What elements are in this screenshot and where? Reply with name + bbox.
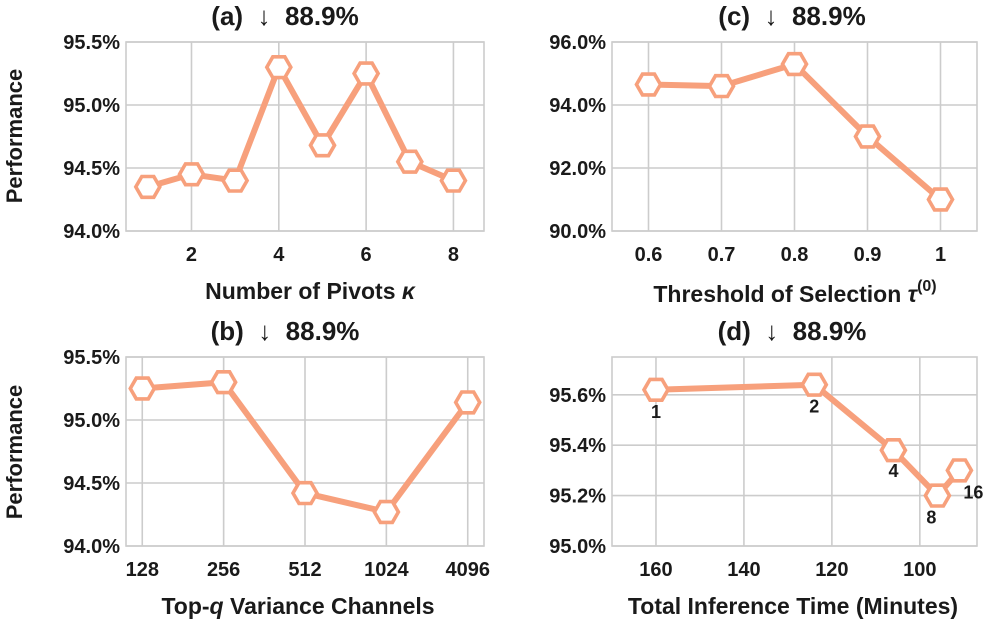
panel-d-series-line xyxy=(653,381,963,499)
panel-a-ytick-label: 95.5% xyxy=(63,32,120,54)
panel-d-xtick-label: 140 xyxy=(727,559,760,581)
panel-c: (c) ↓ 88.9% Threshold of Selection τ(0) … xyxy=(549,1,978,307)
panel-c-xlabel-main: Threshold of Selection xyxy=(653,281,907,307)
panel-b-xtick-label: 1024 xyxy=(364,559,409,581)
y-axis-label-bottom: Performance xyxy=(2,385,27,520)
panel-c-xlabel-superscript: (0) xyxy=(917,278,937,295)
panel-b-xlabel-rest: Variance Channels xyxy=(224,593,435,619)
panel-a-xtick-label: 2 xyxy=(186,244,197,266)
panel-a-xtick-label: 4 xyxy=(273,244,285,266)
panel-c-ytick-label: 90.0% xyxy=(549,221,606,243)
panel-c-data-point xyxy=(926,187,955,212)
panel-d-xtick-label: 100 xyxy=(903,559,936,581)
panel-a-title: (a) ↓ 88.9% xyxy=(211,1,358,31)
panel-a-xlabel: Number of Pivots κ xyxy=(205,278,416,304)
panel-b-xlabel: Top-q Variance Channels xyxy=(161,593,434,619)
panel-a-data-point xyxy=(308,133,337,158)
panel-b-ytick-label: 94.5% xyxy=(63,473,120,495)
panel-d-data-point xyxy=(923,483,952,508)
panel-d-point-label: 16 xyxy=(963,482,983,502)
panel-c-xtick-label: 0.6 xyxy=(635,244,663,266)
panel-c-ytick-label: 92.0% xyxy=(549,158,606,180)
panel-d-title: (d) ↓ 88.9% xyxy=(718,316,867,346)
panel-d-data-point xyxy=(800,372,829,397)
panel-d-ytick-label: 95.0% xyxy=(549,536,606,558)
panel-b-xlabel-main: Top- xyxy=(161,593,209,619)
panel-c-xlabel-symbol: τ xyxy=(908,281,919,307)
panel-b-xtick-label: 512 xyxy=(288,559,321,581)
panel-b-data-point xyxy=(453,390,482,415)
panel-b: (b) ↓ 88.9% Top-q Variance Channels 94.0… xyxy=(63,316,490,619)
panel-a-ytick-label: 94.0% xyxy=(63,221,120,243)
panel-a-data-point xyxy=(352,61,381,86)
panel-b-ytick-label: 95.5% xyxy=(63,347,120,369)
panel-b-title: (b) ↓ 88.9% xyxy=(211,316,360,346)
panel-b-xtick-label: 256 xyxy=(207,559,240,581)
panel-c-xtick-label: 0.7 xyxy=(708,244,736,266)
panel-d-ytick-label: 95.6% xyxy=(549,385,606,407)
panel-b-data-point xyxy=(372,499,401,525)
panel-c-xtick-label: 1 xyxy=(935,244,946,266)
panel-b-data-point xyxy=(290,480,320,506)
panel-d-data-point xyxy=(879,437,908,463)
panel-d-ytick-label: 95.4% xyxy=(549,435,606,457)
panel-c-xtick-label: 0.8 xyxy=(781,244,809,266)
panel-a-xlabel-main: Number of Pivots xyxy=(205,278,402,304)
panel-a-ytick-label: 94.5% xyxy=(63,158,120,180)
panel-a-xtick-label: 6 xyxy=(361,244,372,266)
panel-a-axes-frame xyxy=(125,41,485,232)
panel-c-ytick-label: 94.0% xyxy=(549,95,606,117)
y-axis-label-top: Performance xyxy=(2,69,27,204)
panel-d-point-label: 8 xyxy=(926,508,936,528)
panel-c-data-point xyxy=(707,73,736,99)
panel-d: (d) ↓ 88.9% Total Inference Time (Minute… xyxy=(549,316,983,619)
panel-b-ytick-label: 94.0% xyxy=(63,536,120,558)
panel-b-ytick-label: 95.0% xyxy=(63,410,120,432)
panel-a-data-point xyxy=(133,174,162,200)
panel-a-data-point xyxy=(439,168,468,193)
panel-c-ytick-label: 96.0% xyxy=(549,32,606,54)
panel-d-xtick-label: 160 xyxy=(639,559,672,581)
panel-a-xlabel-symbol: κ xyxy=(402,278,416,304)
panel-c-axes-frame xyxy=(611,41,978,232)
panel-a-data-point xyxy=(395,149,424,174)
panel-d-xtick-label: 120 xyxy=(815,559,848,581)
panel-d-point-label: 1 xyxy=(651,402,661,422)
panel-d-data-point xyxy=(945,458,974,483)
panel-d-data-point xyxy=(641,377,671,403)
panel-a-data-point xyxy=(264,54,293,80)
panel-b-xlabel-symbol: q xyxy=(210,593,224,619)
panel-c-title: (c) ↓ 88.9% xyxy=(718,1,865,31)
panel-a-xtick-label: 8 xyxy=(448,244,459,266)
panel-b-data-point xyxy=(209,369,238,395)
panel-c-data-point xyxy=(780,51,809,77)
panel-d-point-label: 4 xyxy=(888,461,898,481)
panel-b-xtick-label: 4096 xyxy=(445,559,490,581)
panel-a: (a) ↓ 88.9% Number of Pivots κ 94.0% 94.5… xyxy=(63,1,485,304)
panel-d-xlabel: Total Inference Time (Minutes) xyxy=(628,593,958,619)
panel-a-data-point xyxy=(221,168,250,193)
panel-a-ytick-label: 95.0% xyxy=(63,95,120,117)
panel-a-data-point xyxy=(177,162,206,187)
panel-b-data-point xyxy=(128,376,157,401)
panel-c-data-point xyxy=(853,124,882,149)
panel-b-xtick-label: 128 xyxy=(126,559,159,581)
panel-b-axes-frame xyxy=(125,356,485,547)
panel-c-data-point xyxy=(634,72,663,97)
panel-c-xlabel: Threshold of Selection τ(0) xyxy=(653,278,936,307)
panel-d-axes-frame xyxy=(611,356,978,547)
panel-c-xtick-label: 0.9 xyxy=(854,244,882,266)
panel-d-ytick-label: 95.2% xyxy=(549,486,606,508)
panel-d-point-label: 2 xyxy=(809,397,819,417)
